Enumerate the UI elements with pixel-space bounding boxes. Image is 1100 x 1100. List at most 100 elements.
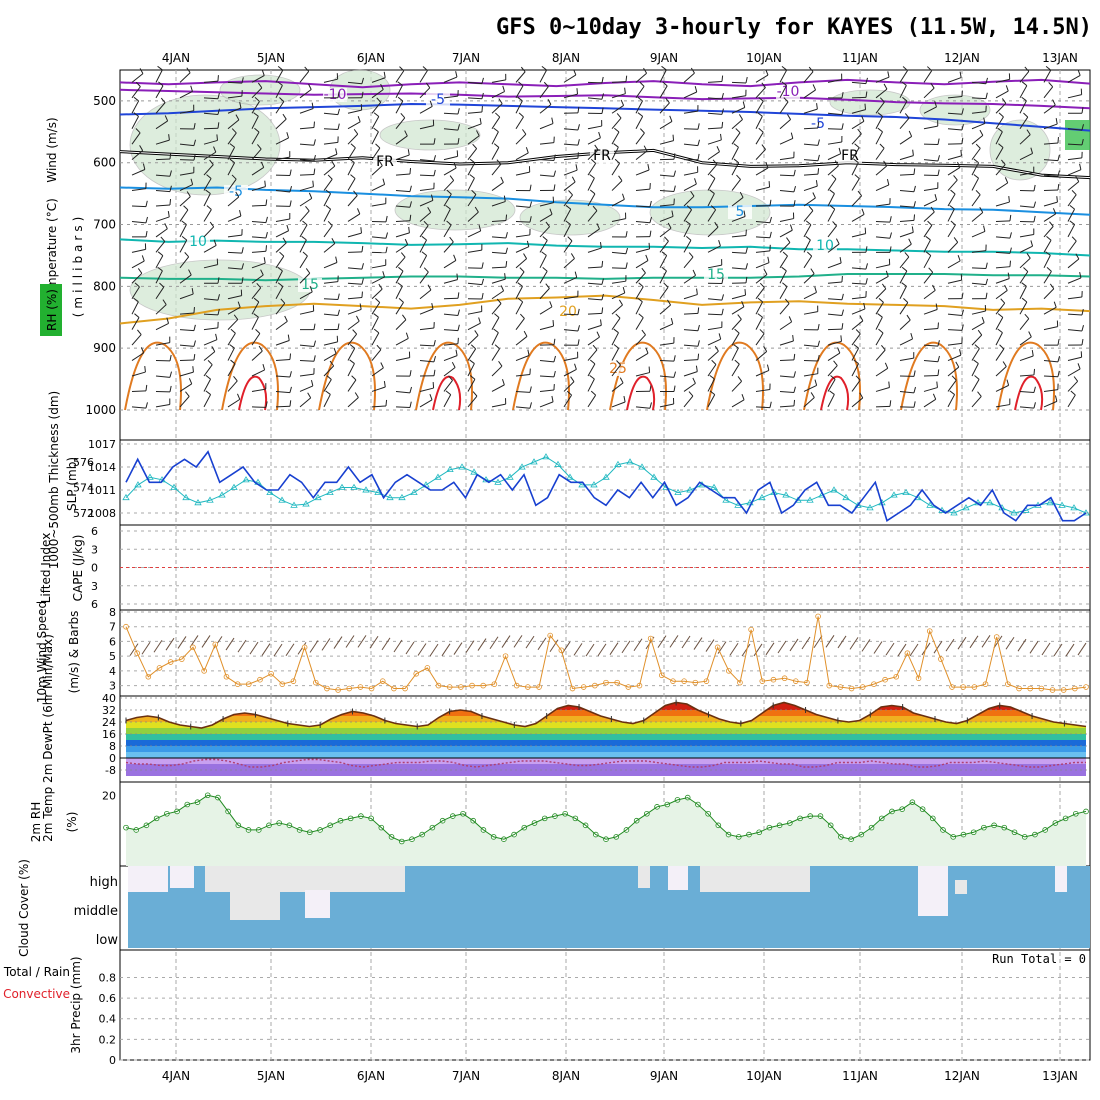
upper-barb-flag [337,123,340,130]
upper-barb [371,288,383,300]
upper-barb [275,118,287,130]
upper-barb-flag [213,146,217,153]
upper-barb [419,212,432,222]
upper-barb [731,107,745,114]
cape-label: CAPE (J/kg) [71,535,85,602]
upper-barb [419,159,434,162]
upper-barb-flag [169,385,172,392]
upper-barb [971,177,980,191]
temp-tick-40: 40 [102,692,116,705]
upper-barb-flag [331,238,336,244]
upper-barb-flag [639,81,645,87]
upper-barb [947,193,956,207]
upper-barb [707,127,723,130]
upper-barb [635,372,650,377]
upper-barb-flag [135,81,141,87]
upper-barb-flag [157,251,164,256]
upper-barb [899,70,908,83]
upper-barb [827,141,842,145]
upper-barb-flag [517,282,523,287]
temp-band-8 [126,716,1086,722]
upper-barb [203,298,218,301]
upper-barb [371,102,382,114]
upper-barb-flag [385,215,388,222]
upper-barb [803,143,818,146]
upper-barb-flag [448,375,453,381]
wind10-barb [861,639,871,652]
upper-barb-flag [957,161,961,168]
upper-barb [659,140,674,145]
upper-barb [467,123,482,130]
upper-barb [299,71,310,83]
upper-barb-flag [433,169,436,176]
upper-barb-flag [142,163,146,170]
upper-barb-flag [932,284,936,291]
upper-barb-flag [574,363,577,370]
upper-barb [395,117,406,130]
upper-barb-flag [878,328,884,334]
upper-barb-flag [961,124,964,131]
upper-barb [539,288,550,300]
upper-barb [347,297,362,300]
upper-barb-flag [472,391,478,397]
upper-barb-flag [207,360,213,366]
upper-barb [731,95,746,99]
upper-barb-flag [577,106,580,113]
upper-barb [179,184,193,191]
upper-barb-flag [335,256,338,263]
upper-barb [875,147,885,160]
upper-barb [803,185,818,192]
lifted-index-label: Lifted Index [39,533,53,604]
date-top-9JAN: 9JAN [650,51,678,65]
date-top-7JAN: 7JAN [452,51,480,65]
wind10-barb [141,641,151,655]
upper-barb-flag [409,386,413,393]
upper-barb-flag [529,216,532,223]
upper-barb [923,360,938,363]
upper-barb [659,323,673,331]
upper-barb [299,310,314,315]
upper-barb-flag [383,381,386,388]
upper-barb-flag [619,377,624,384]
upper-barb-flag [926,66,933,72]
upper-barb-flag [999,344,1005,350]
upper-barb-flag [498,360,503,367]
upper-barb [587,228,600,238]
upper-barb [515,152,529,161]
upper-barb [1043,123,1058,130]
upper-barb [995,332,1003,346]
upper-barb-flag [575,164,578,171]
upper-barb-flag [721,277,724,284]
upper-barb-flag [622,287,626,294]
upper-barb [971,310,986,315]
upper-barb [707,264,722,269]
upper-barb [491,332,499,346]
upper-barb [155,102,166,114]
upper-barb [275,405,291,408]
upper-barb-flag [613,143,619,148]
upper-barb [1043,201,1058,207]
upper-barb [299,197,313,207]
upper-barb-flag [721,75,724,82]
upper-barb [827,379,836,392]
upper-barb-flag [356,315,360,322]
contour-label-4: 10 [189,234,207,250]
upper-barb [875,88,888,99]
upper-barb-flag [551,395,554,402]
upper-barb [347,348,356,361]
upper-barb-flag [359,303,362,310]
upper-barb-flag [313,355,316,362]
upper-barb-flag [577,124,580,131]
upper-barb-flag [553,338,556,345]
upper-barb-flag [229,158,235,164]
date-bottom-4JAN: 4JAN [162,1069,190,1083]
upper-barb-flag [457,138,460,145]
upper-barb-flag [950,220,956,226]
upper-barb [155,120,168,130]
upper-barb [755,131,764,145]
upper-barb [179,329,194,332]
upper-barb [443,155,458,161]
upper-barb-flag [638,313,644,319]
upper-barb-flag [743,210,746,217]
